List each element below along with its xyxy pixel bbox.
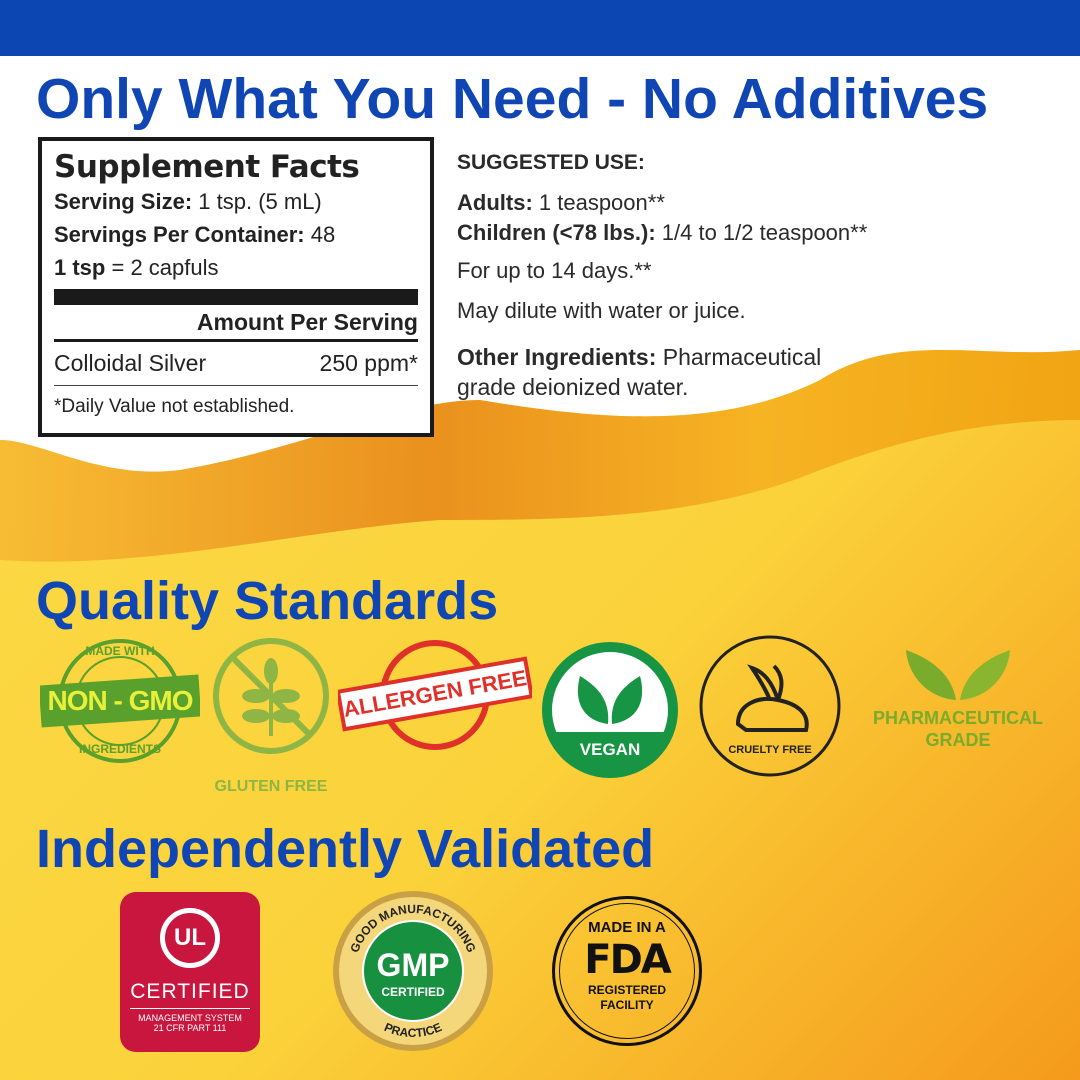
independently-validated-title: Independently Validated xyxy=(36,819,655,879)
ul-logo-icon: UL xyxy=(160,908,220,968)
allergen-free-stamp-icon xyxy=(335,640,534,750)
servings-value: 48 xyxy=(310,222,336,247)
cruelty-free-label: CRUELTY FREE xyxy=(728,744,812,756)
vegan-label: VEGAN xyxy=(579,740,641,759)
other-ingredients-label: Other Ingredients: xyxy=(457,344,657,370)
footnote: *Daily Value not established. xyxy=(54,396,295,417)
leaves-icon xyxy=(906,650,1010,700)
gmp-sub: CERTIFIED xyxy=(381,985,445,999)
ingredient-amount: 250 ppm* xyxy=(319,350,418,376)
other-ingredients: Pharmaceutical grade deionized water. xyxy=(457,344,822,400)
adults-label: Adults: xyxy=(457,190,533,215)
supplement-facts-panel: Supplement Facts Serving Size: 1 tsp. (5… xyxy=(38,137,434,437)
gluten-free-label: GLUTEN FREE xyxy=(214,778,328,795)
ingredient-row: Colloidal Silver 250 ppm* xyxy=(54,342,418,386)
amount-header: Amount Per Serving xyxy=(54,309,418,342)
tsp-value: = 2 capfuls xyxy=(111,255,219,280)
pharmaceutical-grade-badge: PHARMACEUTICAL GRADE xyxy=(858,646,1058,756)
gmp-certified-badge: GOOD MANUFACTURING PRACTICE GMP CERTIFIE… xyxy=(332,890,494,1052)
serving-size-label: Serving Size: xyxy=(54,189,193,214)
non-gmo-top: MADE WITH xyxy=(85,644,155,658)
suggested-use: SUGGESTED USE: Adults: 1 teaspoon** Chil… xyxy=(457,148,867,402)
non-gmo-bottom: INGREDIENTS xyxy=(78,742,161,756)
duration: For up to 14 days.** xyxy=(457,258,652,283)
top-bar xyxy=(0,0,1080,56)
vegan-badge: VEGAN xyxy=(540,640,680,780)
ingredient-name: Colloidal Silver xyxy=(54,350,207,376)
gmp-main: GMP xyxy=(377,947,450,983)
suggested-use-title: SUGGESTED USE: xyxy=(457,151,645,174)
dilute-note: May dilute with water or juice. xyxy=(457,298,746,323)
leaves-icon xyxy=(542,642,678,778)
rabbit-icon xyxy=(699,635,841,777)
page-title: Only What You Need - No Additives xyxy=(36,67,989,131)
ul-sub1: MANAGEMENT SYSTEM xyxy=(130,1008,250,1023)
fda-registered-badge: MADE IN A FDA REGISTERED FACILITY xyxy=(552,896,702,1046)
gmp-seal-icon: GOOD MANUFACTURING PRACTICE GMP CERTIFIE… xyxy=(333,891,493,1051)
supplement-facts-title: Supplement Facts xyxy=(54,149,360,185)
pharmaceutical-label: PHARMACEUTICAL xyxy=(873,708,1043,728)
allergen-free-badge: ALLERGEN FREE xyxy=(335,640,534,750)
children-dose: 1/4 to 1/2 teaspoon** xyxy=(661,220,868,245)
cruelty-free-badge: CRUELTY FREE xyxy=(698,634,842,778)
svg-text:PRACTICE: PRACTICE xyxy=(382,1020,444,1040)
wheat-crossed-icon xyxy=(213,638,329,754)
non-gmo-badge: MADE WITH NON - GMO INGREDIENTS xyxy=(38,636,202,766)
gmp-ring-bottom: PRACTICE xyxy=(382,1020,444,1040)
divider-bar xyxy=(54,289,418,305)
ul-sub2: 21 CFR PART 111 xyxy=(153,1023,227,1033)
quality-standards-title: Quality Standards xyxy=(36,571,499,631)
non-gmo-icon xyxy=(38,639,202,763)
gluten-free-badge: GLUTEN FREE xyxy=(196,636,346,801)
grade-label: GRADE xyxy=(925,730,991,750)
non-gmo-main: NON - GMO xyxy=(47,685,194,716)
tsp-label: 1 tsp xyxy=(54,255,106,280)
adults-dose: 1 teaspoon** xyxy=(538,190,665,215)
ul-certified-label: CERTIFIED xyxy=(130,980,250,1003)
servings-label: Servings Per Container: xyxy=(54,222,305,247)
children-label: Children (<78 lbs.): xyxy=(457,220,656,245)
serving-size: 1 tsp. (5 mL) xyxy=(198,189,322,214)
ul-certified-badge: UL CERTIFIED MANAGEMENT SYSTEM 21 CFR PA… xyxy=(120,892,260,1052)
